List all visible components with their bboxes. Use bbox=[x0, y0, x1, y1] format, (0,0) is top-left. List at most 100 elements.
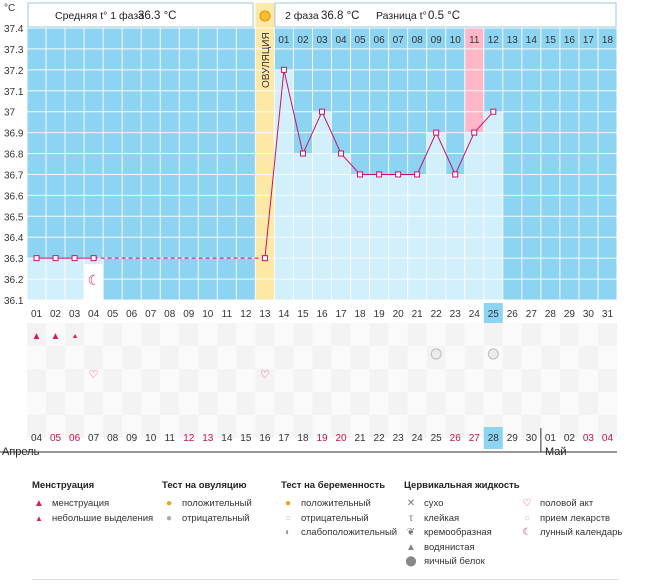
marker-cell bbox=[255, 392, 275, 415]
phase2-label: 2 фаза bbox=[285, 10, 319, 22]
legend-item: положительный bbox=[301, 498, 371, 509]
marker-cell bbox=[407, 415, 427, 438]
marker-cell bbox=[65, 369, 85, 392]
marker-cell bbox=[255, 346, 275, 369]
marker-cell bbox=[521, 346, 541, 369]
y-tick-label: 36.1 bbox=[4, 296, 24, 307]
calendar-date-label: 14 bbox=[221, 433, 233, 444]
phase2-day-label: 14 bbox=[526, 35, 538, 46]
y-tick-label: 37.1 bbox=[4, 87, 24, 98]
marker-cell bbox=[293, 392, 313, 415]
marker-cell bbox=[293, 415, 313, 438]
menstruation-drop-icon: ▲ bbox=[51, 331, 61, 342]
calendar-date-label: 21 bbox=[355, 433, 367, 444]
marker-cell bbox=[255, 415, 275, 438]
cycle-day-label: 11 bbox=[222, 309, 233, 320]
cycle-day-label: 15 bbox=[297, 309, 309, 320]
marker-cell bbox=[331, 392, 351, 415]
calendar-date-label: 04 bbox=[31, 433, 43, 444]
marker-cell bbox=[483, 323, 503, 346]
legend-ovulation-title: Тест на овуляцию bbox=[162, 480, 247, 491]
data-point bbox=[319, 108, 325, 115]
temp-column bbox=[293, 153, 313, 300]
marker-cell bbox=[502, 392, 522, 415]
y-tick-label: 36.2 bbox=[4, 275, 24, 286]
marker-cell bbox=[122, 415, 142, 438]
marker-cell bbox=[103, 369, 123, 392]
cycle-day-label: 28 bbox=[545, 309, 557, 320]
y-tick-label: 36.8 bbox=[4, 150, 24, 161]
calendar-date-label: 15 bbox=[240, 433, 252, 444]
calendar-date-label: 12 bbox=[183, 433, 195, 444]
marker-cell bbox=[274, 346, 294, 369]
marker-cell bbox=[426, 415, 446, 438]
marker-cell bbox=[388, 415, 408, 438]
spotting-drop-icon: ▲ bbox=[35, 513, 43, 523]
cycle-day-label: 26 bbox=[507, 309, 519, 320]
marker-cell bbox=[46, 369, 66, 392]
marker-cell bbox=[597, 392, 617, 415]
ovulation-negative-icon: ● bbox=[165, 512, 173, 524]
calendar-date-label: 03 bbox=[583, 433, 595, 444]
temp-column bbox=[331, 153, 351, 300]
y-tick-label: 37.3 bbox=[4, 45, 24, 56]
legend-cervical-title: Цервикальная жидкость bbox=[404, 480, 520, 491]
marker-cell bbox=[141, 369, 161, 392]
marker-cell bbox=[160, 323, 180, 346]
legend-item: водянистая bbox=[424, 541, 475, 553]
cycle-day-label: 21 bbox=[412, 309, 424, 320]
phase1-value: 36.3 °C bbox=[138, 10, 176, 22]
marker-cell bbox=[331, 323, 351, 346]
marker-cell bbox=[274, 415, 294, 438]
marker-cell bbox=[445, 323, 465, 346]
marker-cell bbox=[27, 346, 47, 369]
marker-cell bbox=[198, 392, 218, 415]
marker-cell bbox=[369, 346, 389, 369]
watery-icon: ▲ bbox=[406, 541, 416, 553]
marker-cell bbox=[407, 369, 427, 392]
cycle-day-label: 02 bbox=[50, 309, 62, 320]
marker-cell bbox=[445, 369, 465, 392]
marker-cell bbox=[445, 392, 465, 415]
calendar-date-label: 17 bbox=[278, 433, 290, 444]
cycle-day-label: 17 bbox=[335, 309, 347, 320]
marker-cell bbox=[597, 346, 617, 369]
marker-cell bbox=[122, 369, 142, 392]
data-point bbox=[414, 171, 421, 178]
cycle-day-label: 18 bbox=[355, 309, 367, 320]
marker-cell bbox=[350, 346, 370, 369]
marker-cell bbox=[84, 392, 104, 415]
marker-cell bbox=[388, 392, 408, 415]
legend-item: отрицательный bbox=[301, 512, 369, 524]
marker-cell bbox=[160, 369, 180, 392]
marker-cell bbox=[578, 346, 598, 369]
legend-ovulation-test: Тест на овуляцию ● положительный ● отрицат… bbox=[162, 480, 252, 526]
temperature-series: ☾ bbox=[33, 66, 497, 300]
data-point bbox=[471, 129, 478, 136]
calendar-date-label: 28 bbox=[488, 433, 500, 444]
marker-cell bbox=[217, 346, 237, 369]
marker-cell bbox=[255, 369, 275, 392]
phase2-day-label: 12 bbox=[488, 35, 500, 46]
marker-cell bbox=[521, 415, 541, 438]
marker-cell bbox=[331, 346, 351, 369]
y-tick-label: 36.9 bbox=[4, 129, 24, 140]
y-tick-label: 36.3 bbox=[4, 254, 24, 265]
menstruation-drop-icon: ▲ bbox=[32, 331, 42, 342]
calendar-date-label: 25 bbox=[431, 433, 443, 444]
data-point bbox=[90, 255, 97, 262]
marker-cell bbox=[65, 415, 85, 438]
y-tick-label: 36.5 bbox=[4, 212, 24, 223]
phase2-day-label: 18 bbox=[602, 35, 614, 46]
cycle-day-label: 01 bbox=[31, 309, 43, 320]
phase2-day-label: 07 bbox=[393, 35, 405, 46]
menstruation-drop-icon: ▲ bbox=[34, 498, 44, 509]
temp-column bbox=[312, 111, 332, 300]
temp-column bbox=[483, 111, 503, 300]
y-tick-label: 37.4 bbox=[4, 24, 24, 35]
marker-cell bbox=[578, 323, 598, 346]
calendar-date-label: 24 bbox=[412, 433, 424, 444]
cycle-day-label: 13 bbox=[259, 309, 271, 320]
marker-cell bbox=[578, 415, 598, 438]
marker-cell bbox=[65, 392, 85, 415]
